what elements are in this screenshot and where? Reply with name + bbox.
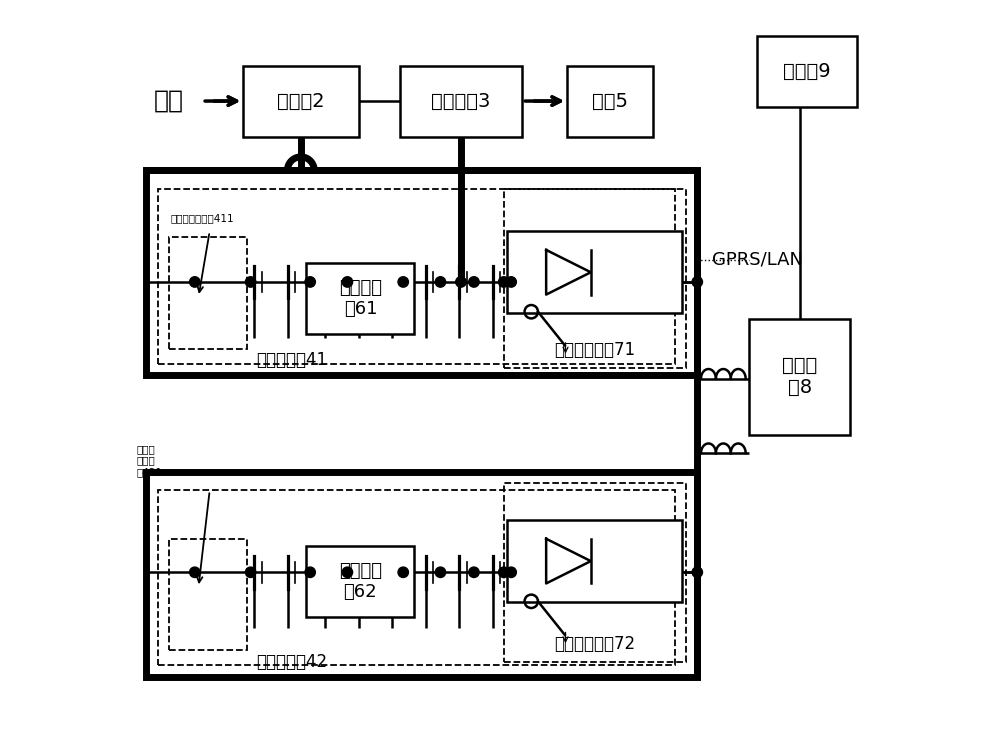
Bar: [243, 66, 359, 136]
Text: 旧蓄电池组42: 旧蓄电池组42: [256, 653, 327, 671]
Bar: [507, 231, 682, 314]
Bar: [567, 66, 653, 136]
Bar: [306, 546, 414, 617]
Circle shape: [398, 277, 408, 287]
Circle shape: [469, 567, 479, 578]
Text: GPRS/LAN: GPRS/LAN: [712, 251, 803, 268]
Circle shape: [506, 277, 516, 287]
Text: 负载5: 负载5: [592, 92, 628, 111]
Bar: [169, 538, 247, 650]
Circle shape: [506, 567, 516, 578]
Bar: [504, 189, 686, 368]
Circle shape: [435, 277, 446, 287]
Text: 市电: 市电: [154, 89, 184, 113]
Circle shape: [469, 277, 479, 287]
Bar: [146, 170, 697, 375]
Text: 新蓄电池组41: 新蓄电池组41: [256, 351, 327, 369]
Bar: [306, 263, 414, 334]
Circle shape: [499, 567, 509, 578]
Bar: [400, 66, 522, 136]
Circle shape: [245, 567, 256, 578]
Text: 直流配电3: 直流配电3: [431, 92, 491, 111]
Bar: [146, 472, 697, 676]
Circle shape: [342, 567, 353, 578]
Circle shape: [692, 277, 702, 287]
Bar: [158, 490, 675, 665]
Circle shape: [435, 567, 446, 578]
Circle shape: [305, 277, 315, 287]
Circle shape: [692, 567, 702, 578]
Text: 第一伺服单元71: 第一伺服单元71: [554, 340, 635, 358]
Text: 新蓄电池组单体411: 新蓄电池组单体411: [170, 213, 234, 223]
Circle shape: [342, 277, 353, 287]
Text: 第一采集
器61: 第一采集 器61: [339, 279, 382, 318]
Circle shape: [456, 277, 466, 287]
Text: 智能网
关8: 智能网 关8: [782, 356, 817, 398]
Text: 第二伺服单元72: 第二伺服单元72: [554, 634, 635, 652]
Bar: [757, 36, 857, 107]
Bar: [158, 189, 675, 364]
Bar: [169, 237, 247, 349]
Circle shape: [499, 277, 509, 287]
Circle shape: [190, 277, 200, 287]
Text: 整流器2: 整流器2: [277, 92, 325, 111]
Bar: [749, 320, 850, 434]
Text: 第二采集
器62: 第二采集 器62: [339, 562, 382, 601]
Circle shape: [305, 567, 315, 578]
Text: 旧蓄电
池组单
体421: 旧蓄电 池组单 体421: [137, 444, 163, 477]
Circle shape: [398, 567, 408, 578]
Circle shape: [245, 277, 256, 287]
Text: 云平台9: 云平台9: [783, 62, 831, 81]
Bar: [507, 520, 682, 602]
Circle shape: [190, 567, 200, 578]
Bar: [504, 483, 686, 662]
